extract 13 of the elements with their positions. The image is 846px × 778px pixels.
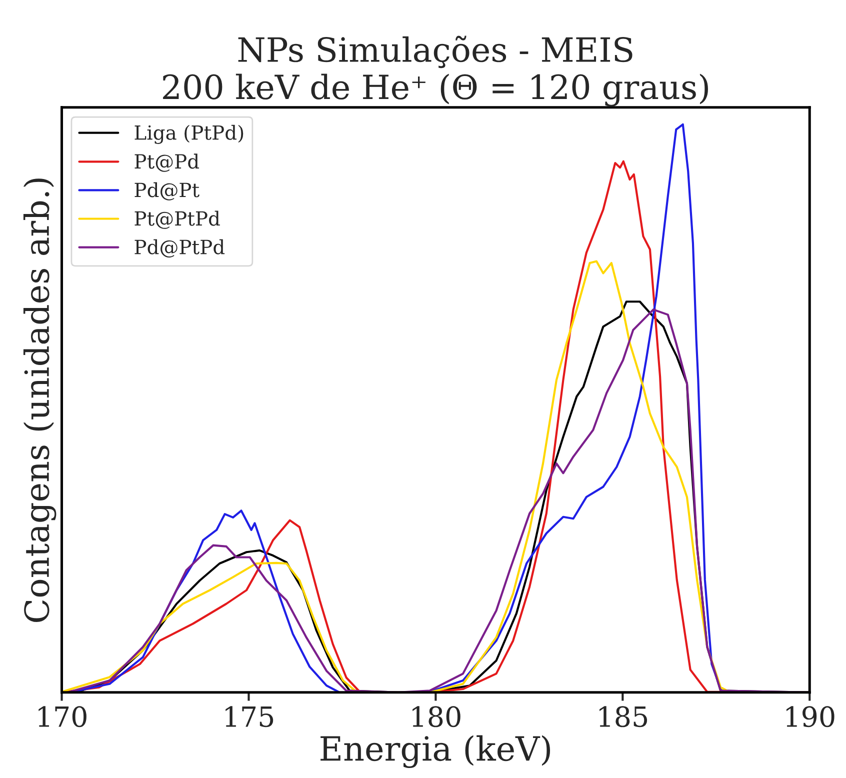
legend-label: Pd@PtPd — [134, 239, 225, 258]
x-axis-title: Energia (keV) — [320, 735, 550, 768]
legend-label: Pd@Pt — [134, 182, 200, 200]
x-tick-label: 175 — [226, 706, 274, 728]
x-tick-label: 170 — [38, 706, 86, 728]
legend-label: Pt@Pd — [134, 154, 200, 172]
legend-label: Liga (PtPd) — [134, 124, 244, 144]
y-axis-title: Contagens (unidades arb.) — [23, 178, 56, 622]
x-tick-label: 180 — [412, 706, 460, 728]
x-tick-label: 190 — [786, 706, 834, 728]
chart-title: NPs Simulações - MEIS 200 keV de He⁺ (Θ = 120 graus) — [163, 36, 708, 106]
x-tick-label: 185 — [600, 706, 648, 728]
legend-label: Pt@PtPd — [134, 210, 220, 229]
